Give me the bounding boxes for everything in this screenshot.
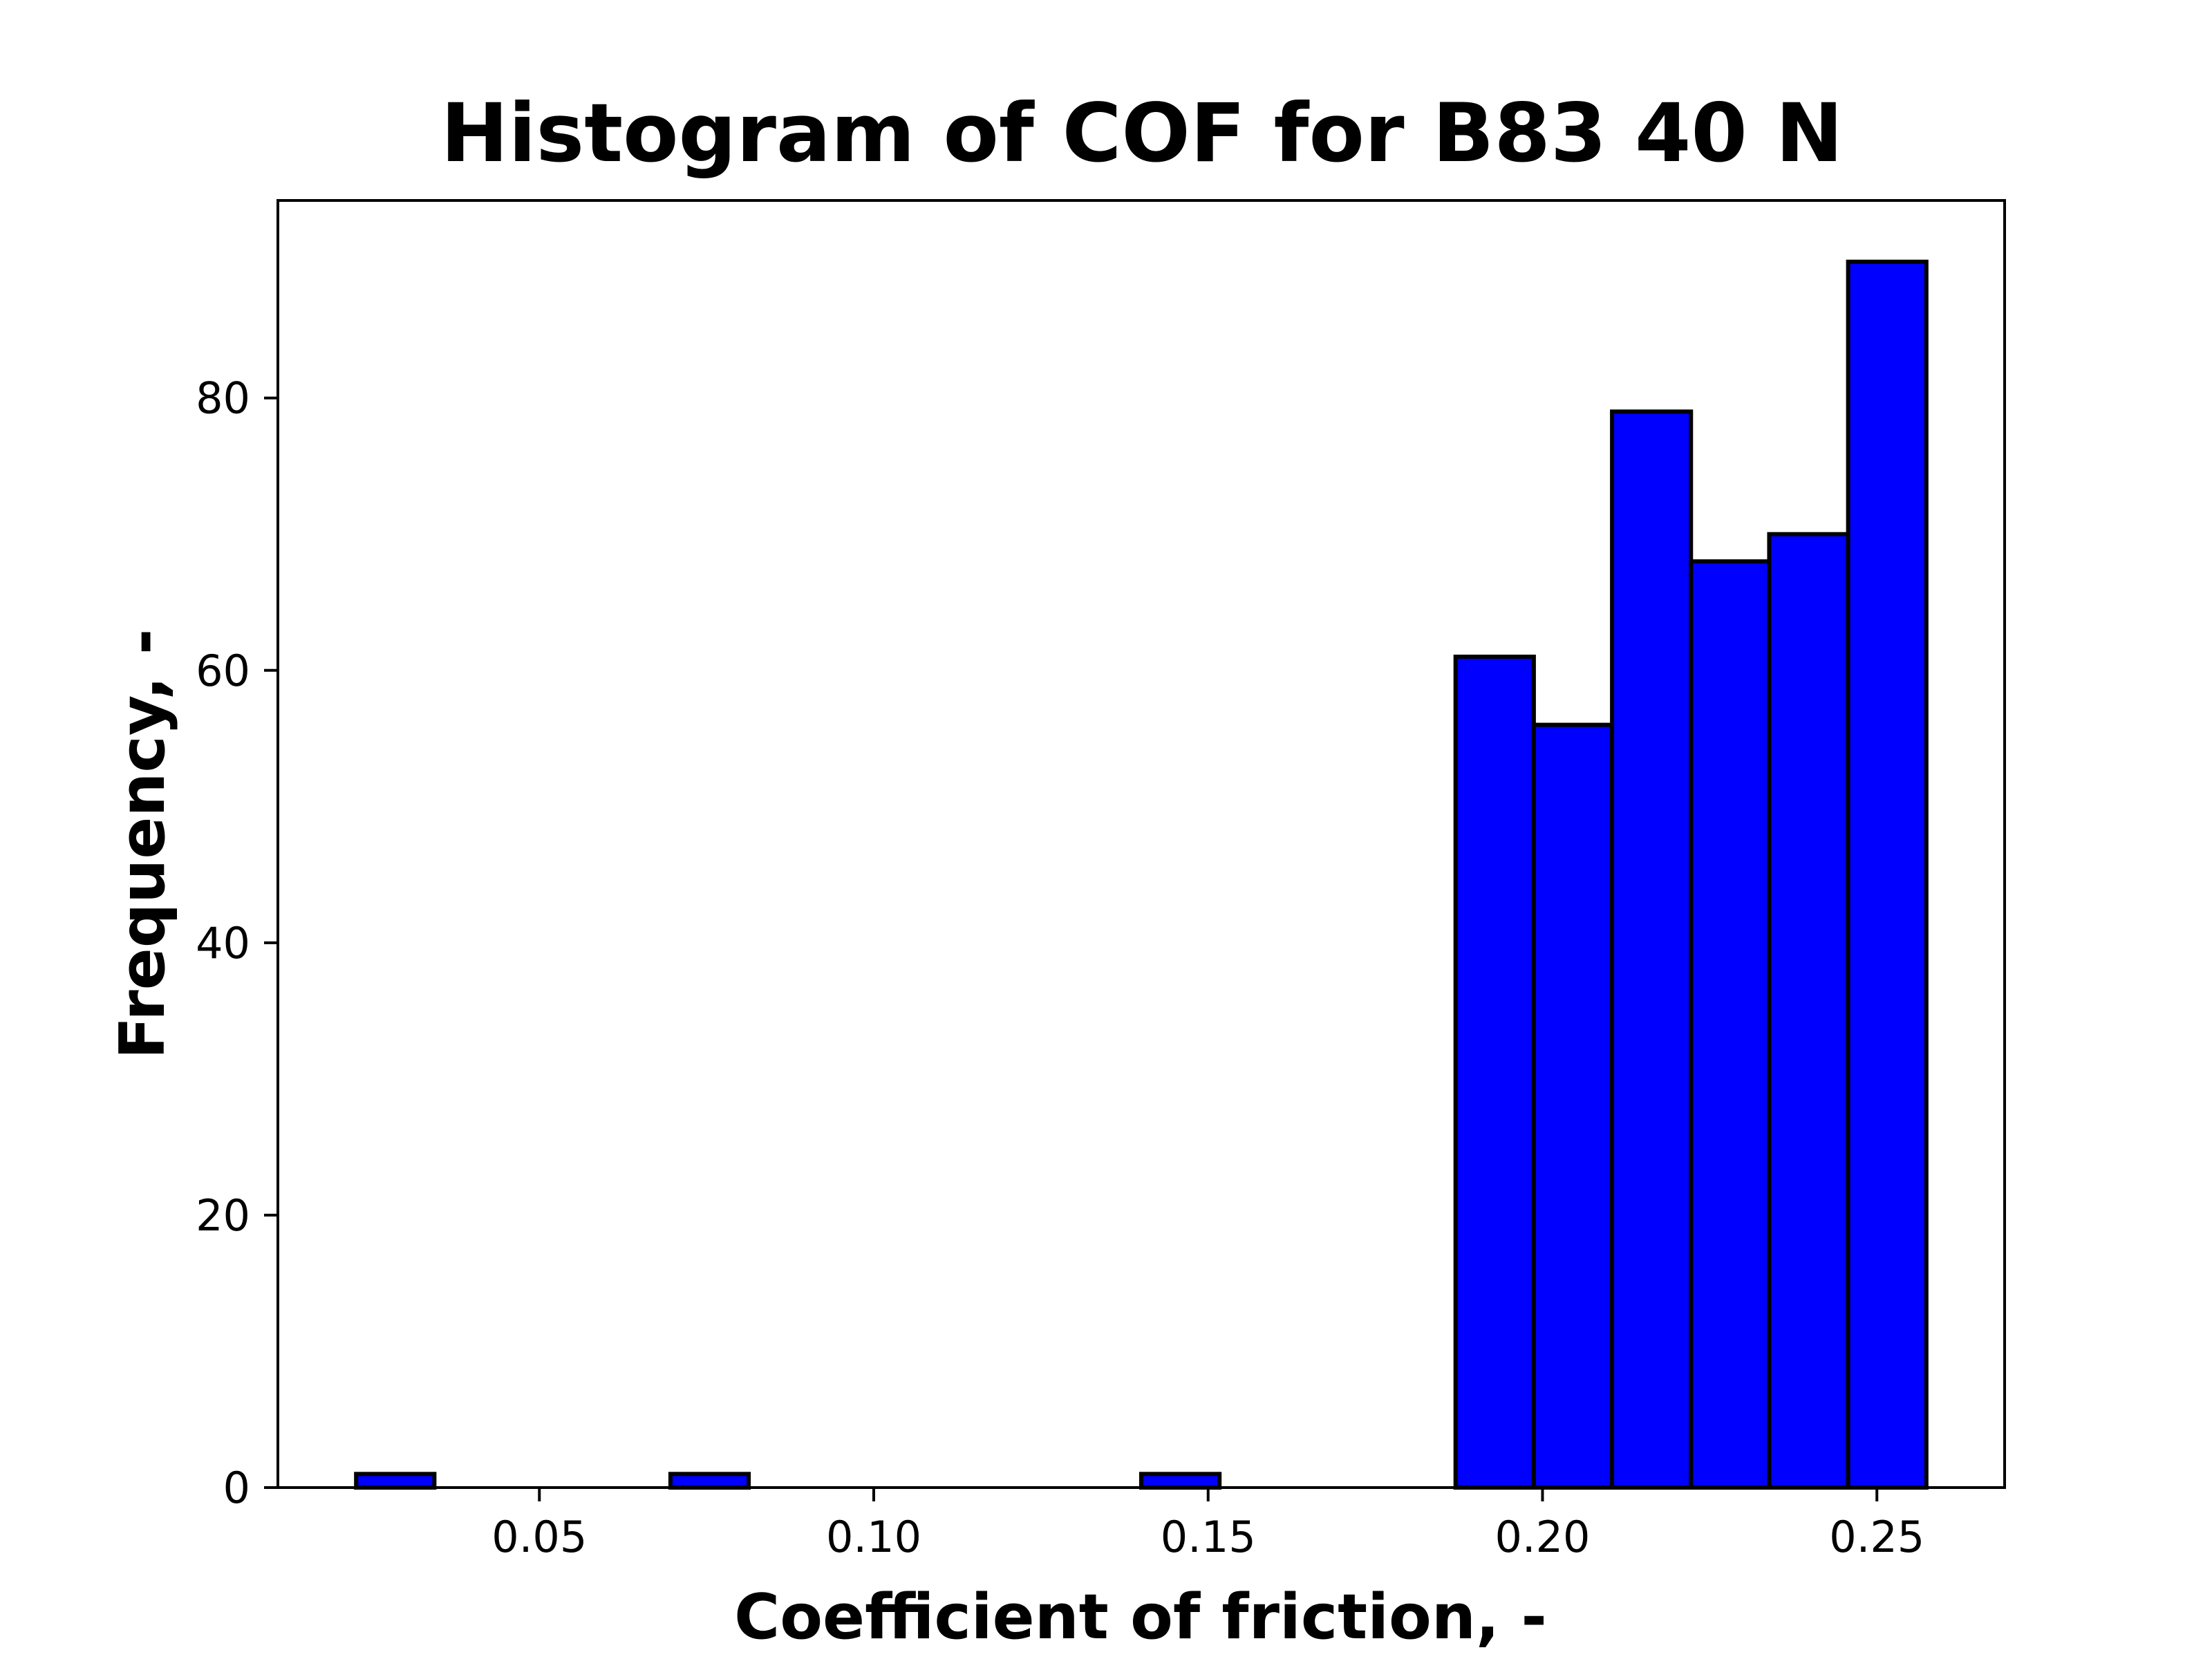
x-axis-ticks: 0.05 0.10 0.15 0.20 0.25 (491, 1488, 1924, 1562)
x-axis-label: Coefficient of friction, - (734, 1581, 1547, 1653)
y-tick-label: 40 (196, 918, 250, 968)
histogram-bar (1531, 722, 1615, 1490)
histogram-bar (1689, 559, 1772, 1490)
x-tick-label: 0.20 (1494, 1512, 1590, 1562)
y-tick-label: 60 (196, 646, 250, 696)
y-axis-label: Frequency, - (106, 629, 179, 1060)
x-tick-label: 0.10 (826, 1512, 921, 1562)
histogram-bar (1846, 259, 1929, 1490)
y-tick-label: 20 (196, 1190, 250, 1241)
histogram-bar (1453, 655, 1536, 1490)
histogram-bar (1139, 1472, 1222, 1490)
y-tick-label: 80 (196, 373, 250, 424)
histogram-bar (1610, 409, 1694, 1490)
x-tick-label: 0.05 (491, 1512, 587, 1562)
chart-title: Histogram of COF for B83 40 N (441, 86, 1844, 180)
x-tick-label: 0.15 (1161, 1512, 1256, 1562)
histogram-bar (354, 1472, 437, 1490)
plot-frame (276, 199, 2006, 1489)
x-tick-label: 0.25 (1829, 1512, 1924, 1562)
bars-group (354, 259, 1929, 1490)
histogram-bar (1767, 532, 1850, 1490)
y-tick-label: 0 (223, 1463, 250, 1513)
y-axis-ticks: 0 20 40 60 80 (196, 373, 278, 1513)
histogram-bar (668, 1472, 751, 1490)
